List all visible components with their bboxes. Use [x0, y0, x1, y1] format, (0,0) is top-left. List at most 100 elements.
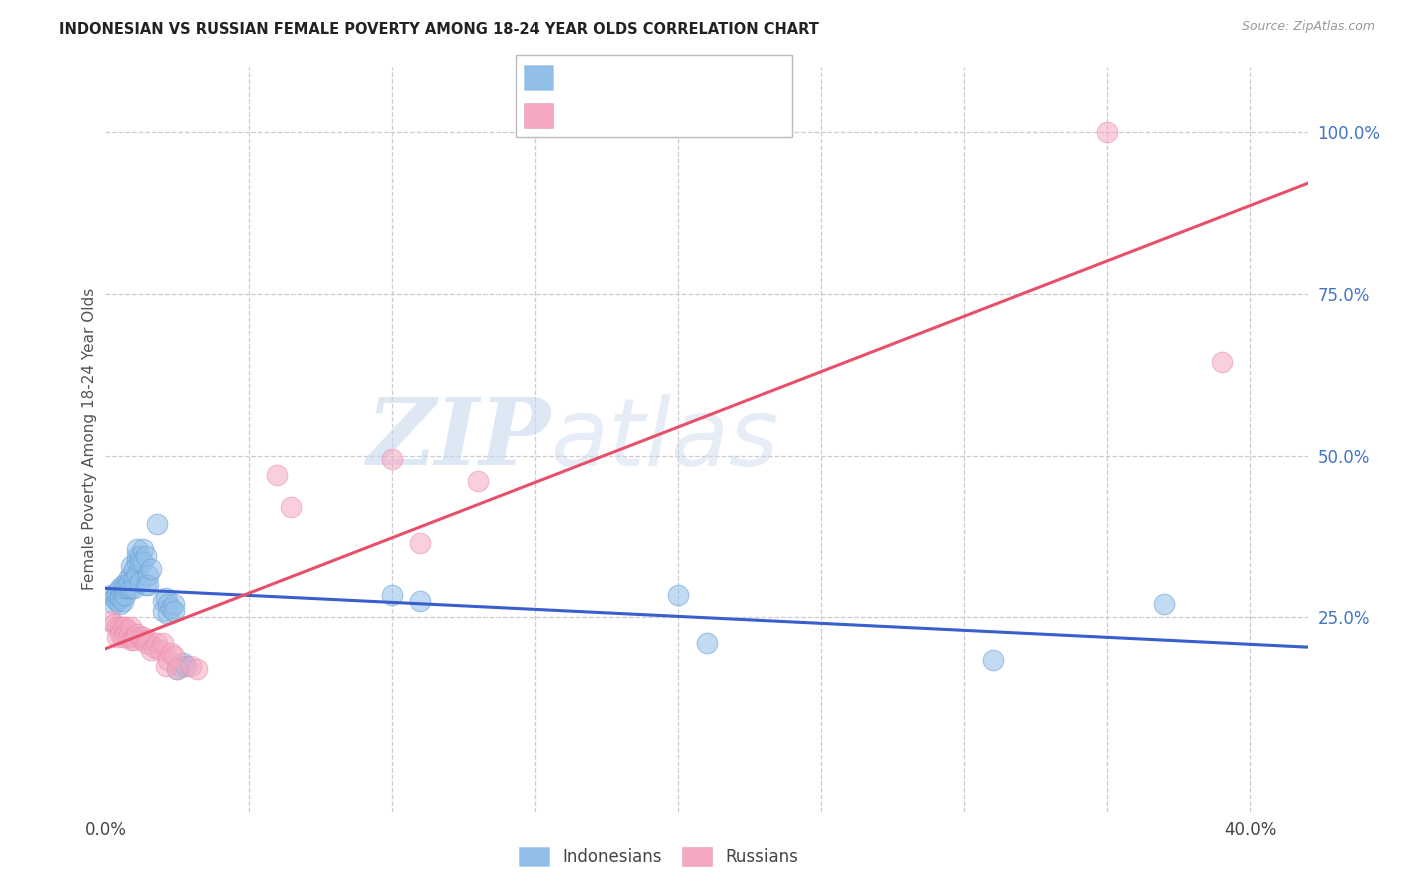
Point	[131, 633, 153, 648]
Point	[1211, 354, 1233, 368]
Point	[114, 578, 136, 592]
Bar	[524, 64, 553, 90]
Point	[111, 630, 134, 644]
Point	[186, 662, 208, 676]
Point	[105, 588, 128, 602]
FancyBboxPatch shape	[516, 55, 792, 136]
Point	[120, 582, 142, 596]
Point	[696, 636, 718, 650]
Point	[131, 630, 153, 644]
Point	[152, 636, 174, 650]
Text: 40: 40	[721, 106, 744, 124]
Bar	[524, 103, 553, 128]
Point	[166, 662, 188, 676]
Point	[160, 600, 183, 615]
Point	[117, 578, 139, 592]
Point	[138, 568, 160, 582]
Point	[1153, 598, 1175, 612]
Point	[666, 588, 689, 602]
Point	[169, 659, 191, 673]
Text: 0.015: 0.015	[603, 69, 655, 87]
Point	[149, 642, 172, 657]
Text: 58: 58	[721, 69, 744, 87]
Point	[117, 572, 139, 586]
Point	[280, 500, 302, 515]
Point	[160, 646, 183, 660]
Point	[103, 591, 125, 605]
Point	[120, 620, 142, 634]
Point	[128, 630, 150, 644]
Point	[108, 588, 131, 602]
Text: R =: R =	[564, 70, 598, 85]
Point	[114, 626, 136, 640]
Text: Source: ZipAtlas.com: Source: ZipAtlas.com	[1241, 20, 1375, 33]
Point	[131, 542, 153, 557]
Point	[163, 649, 186, 664]
Point	[105, 594, 128, 608]
Point	[111, 578, 134, 592]
Y-axis label: Female Poverty Among 18-24 Year Olds: Female Poverty Among 18-24 Year Olds	[82, 288, 97, 591]
Point	[103, 598, 125, 612]
Point	[120, 568, 142, 582]
Point	[141, 562, 163, 576]
Point	[122, 562, 145, 576]
Point	[381, 588, 404, 602]
Text: atlas: atlas	[550, 393, 779, 485]
Point	[135, 578, 157, 592]
Point	[1095, 125, 1118, 139]
Point	[125, 555, 148, 569]
Point	[135, 636, 157, 650]
Point	[157, 598, 180, 612]
Text: N =: N =	[682, 108, 716, 123]
Point	[114, 582, 136, 596]
Point	[174, 659, 197, 673]
Point	[141, 642, 163, 657]
Point	[100, 588, 122, 602]
Point	[152, 604, 174, 618]
Point	[100, 614, 122, 628]
Point	[409, 594, 432, 608]
Legend: Indonesians, Russians: Indonesians, Russians	[510, 838, 806, 874]
Point	[131, 555, 153, 569]
Point	[111, 620, 134, 634]
Text: INDONESIAN VS RUSSIAN FEMALE POVERTY AMONG 18-24 YEAR OLDS CORRELATION CHART: INDONESIAN VS RUSSIAN FEMALE POVERTY AMO…	[59, 22, 818, 37]
Point	[166, 662, 188, 676]
Point	[135, 549, 157, 563]
Point	[172, 656, 194, 670]
Point	[128, 574, 150, 589]
Text: 0.620: 0.620	[603, 106, 655, 124]
Point	[266, 467, 288, 482]
Point	[122, 582, 145, 596]
Point	[467, 475, 489, 489]
Point	[146, 516, 169, 531]
Point	[105, 584, 128, 599]
Text: N =: N =	[682, 70, 716, 85]
Point	[108, 582, 131, 596]
Point	[117, 630, 139, 644]
Point	[108, 598, 131, 612]
Point	[981, 652, 1004, 666]
Point	[155, 659, 177, 673]
Point	[114, 620, 136, 634]
Point	[163, 598, 186, 612]
Point	[105, 630, 128, 644]
Point	[120, 633, 142, 648]
Point	[117, 582, 139, 596]
Point	[157, 652, 180, 666]
Point	[108, 591, 131, 605]
Point	[114, 588, 136, 602]
Point	[122, 633, 145, 648]
Point	[146, 636, 169, 650]
Point	[381, 451, 404, 466]
Point	[108, 626, 131, 640]
Point	[155, 591, 177, 605]
Point	[138, 633, 160, 648]
Point	[111, 588, 134, 602]
Point	[117, 624, 139, 638]
Text: ZIP: ZIP	[366, 394, 550, 484]
Point	[122, 630, 145, 644]
Point	[152, 594, 174, 608]
Point	[122, 572, 145, 586]
Point	[128, 555, 150, 569]
Point	[128, 549, 150, 563]
